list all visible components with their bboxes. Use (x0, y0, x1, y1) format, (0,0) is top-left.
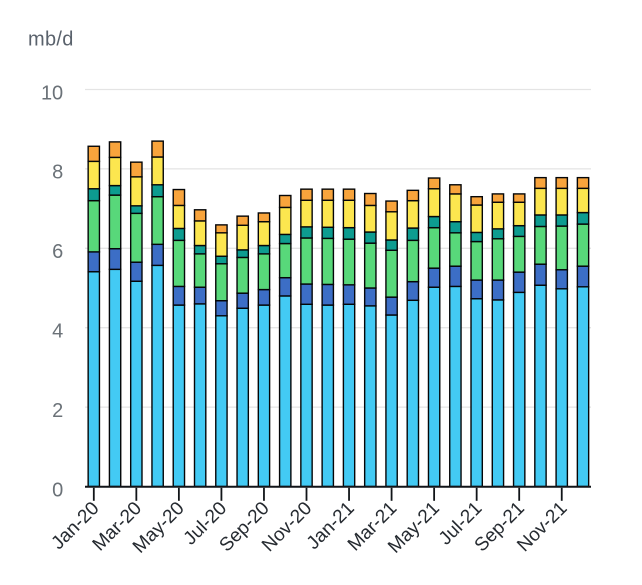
svg-text:2: 2 (52, 400, 63, 422)
svg-text:8: 8 (52, 162, 63, 184)
svg-text:4: 4 (52, 321, 63, 343)
svg-text:mb/d: mb/d (28, 29, 74, 51)
svg-text:0: 0 (52, 479, 63, 501)
svg-text:6: 6 (52, 241, 63, 263)
svg-text:10: 10 (41, 82, 63, 104)
